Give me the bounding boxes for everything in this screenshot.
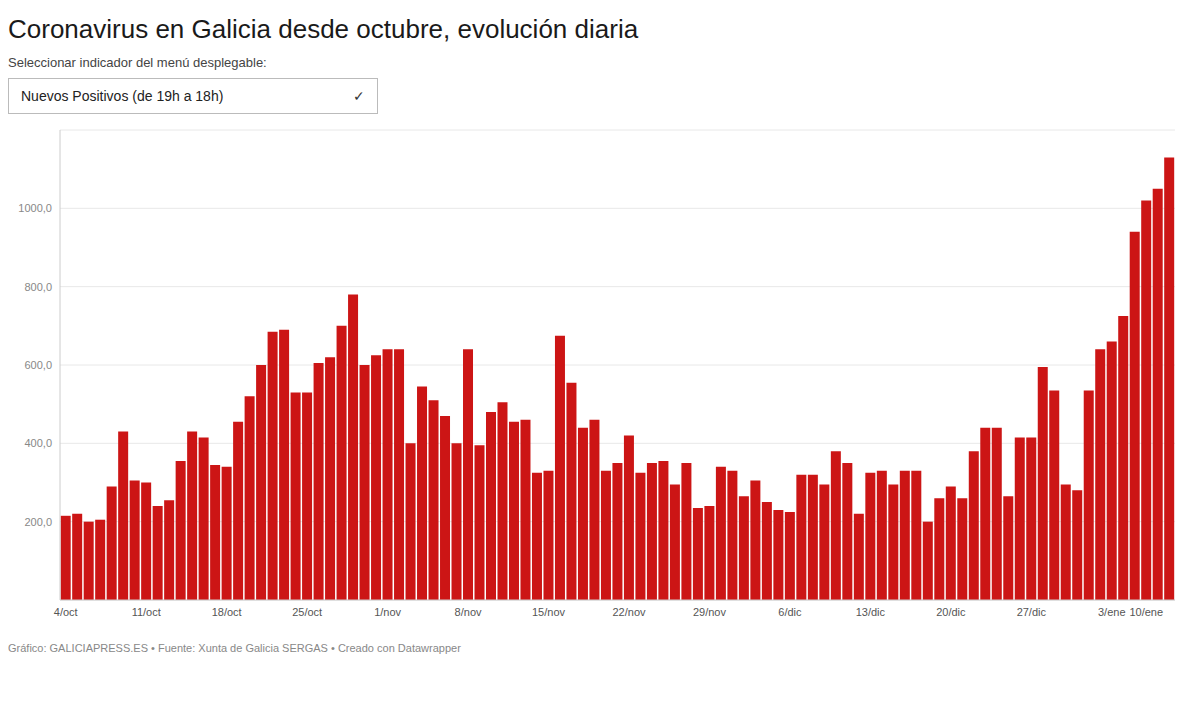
svg-text:18/oct: 18/oct [212,606,242,618]
svg-text:29/nov: 29/nov [693,606,727,618]
svg-text:1000,0: 1000,0 [18,202,52,214]
svg-text:800,0: 800,0 [24,281,52,293]
html-text:Nuevos Positivos (de 19h a 18h: Nuevos Positivos (de 19h a 18h) [21,88,224,104]
svg-text:4/oct: 4/oct [54,606,78,618]
svg-text:20/dic: 20/dic [936,606,966,618]
svg-text:13/dic: 13/dic [856,606,886,618]
svg-text:11/oct: 11/oct [132,606,161,618]
html-text:Gráfico: GALICIAPRESS.ES • Fue: Gráfico: GALICIAPRESS.ES • Fuente: Xunta… [8,642,461,654]
svg-text:8/nov: 8/nov [455,606,482,618]
svg-text:400,0: 400,0 [24,437,52,449]
svg-text:600,0: 600,0 [24,359,52,371]
svg-text:1/nov: 1/nov [374,606,401,618]
svg-text:25/oct: 25/oct [292,606,322,618]
svg-text:3/ene: 3/ene [1098,606,1126,618]
html-text:Seleccionar indicador del menú: Seleccionar indicador del menú desplegab… [8,55,267,70]
svg-text:10/ene: 10/ene [1129,606,1163,618]
html-text:Coronavirus en Galicia desde o: Coronavirus en Galicia desde octubre, ev… [8,14,639,44]
svg-text:200,0: 200,0 [24,516,52,528]
svg-text:6/dic: 6/dic [778,606,802,618]
svg-text:27/dic: 27/dic [1017,606,1047,618]
svg-text:22/nov: 22/nov [612,606,646,618]
svg-text:15/nov: 15/nov [532,606,566,618]
